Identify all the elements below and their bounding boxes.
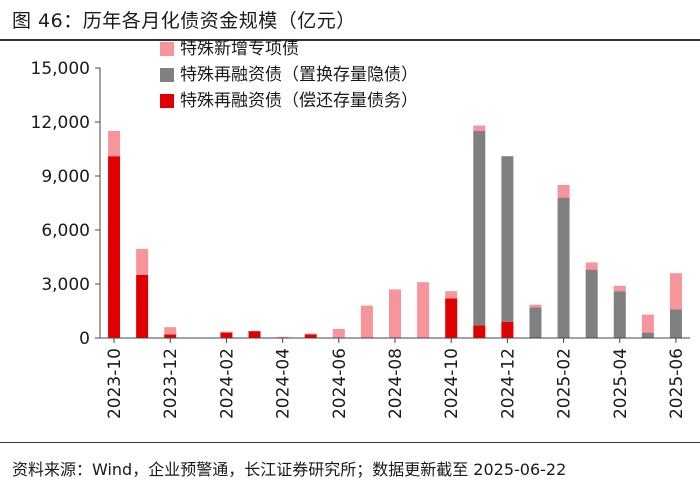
bar-segment <box>304 334 317 338</box>
bar-segment <box>557 197 570 338</box>
bar-segment <box>108 131 121 157</box>
legend-swatch <box>160 68 174 82</box>
bar-segment <box>529 307 542 338</box>
y-tick-label: 3,000 <box>41 275 90 295</box>
bar-segment <box>473 125 486 131</box>
bar-segment <box>585 262 598 270</box>
bar-segment <box>641 314 654 333</box>
legend-swatch <box>160 42 174 56</box>
legend-label: 特殊再融资债（偿还存量债务） <box>180 91 418 111</box>
bar-segment <box>136 248 149 275</box>
bar-segment <box>164 327 177 335</box>
bar-segment <box>473 325 486 338</box>
y-tick-label: 15,000 <box>31 59 90 79</box>
bar-segment <box>445 291 458 299</box>
legend-swatch <box>160 94 174 108</box>
bar-segment <box>220 332 233 338</box>
x-tick-label: 2025-04 <box>611 348 631 419</box>
source-rule <box>0 442 700 443</box>
bar-segment <box>641 332 654 338</box>
bar-segment <box>445 298 458 338</box>
bar-segment <box>136 275 149 338</box>
bar-segment <box>529 304 542 308</box>
title-rule <box>0 39 700 41</box>
y-tick-label: 0 <box>79 329 90 349</box>
legend-label: 特殊新增专项债 <box>180 39 299 59</box>
bar-segment <box>248 331 261 338</box>
y-axis: 0 3,000 6,000 9,000 12,000 15,000 <box>31 59 101 349</box>
bar-segment <box>276 336 289 338</box>
x-tick-label: 2024-02 <box>217 348 237 419</box>
x-tick-label: 2023-12 <box>161 348 181 419</box>
bar-segment <box>220 331 233 333</box>
bar-segment <box>164 334 177 338</box>
legend-label: 特殊再融资债（置换存量隐债） <box>180 65 418 85</box>
bar-segment <box>332 329 345 338</box>
y-tick-label: 12,000 <box>31 113 90 133</box>
bar-segment <box>557 185 570 198</box>
bar-segment <box>108 156 121 338</box>
bar-segment <box>360 305 373 338</box>
bar-segment <box>613 291 626 338</box>
bar-segment <box>417 282 430 338</box>
bar-segment <box>501 156 514 322</box>
source-note: 资料来源：Wind，企业预警通，长江证券研究所；数据更新截至 2025-06-2… <box>12 460 567 479</box>
bar-segment <box>304 333 317 335</box>
x-tick-label: 2024-10 <box>442 348 462 419</box>
x-tick-label: 2024-08 <box>386 348 406 419</box>
bar-segment <box>389 289 401 338</box>
x-tick-label: 2024-04 <box>274 348 294 419</box>
bar-segment <box>585 269 598 338</box>
x-tick-label: 2025-06 <box>667 348 687 419</box>
x-tick-label: 2024-12 <box>498 348 518 419</box>
y-tick-label: 6,000 <box>41 221 90 241</box>
figure-title: 图 46：历年各月化债资金规模（亿元） <box>12 10 356 32</box>
bars-layer <box>108 125 682 338</box>
x-tick-label: 2023-10 <box>105 348 125 419</box>
y-tick-label: 9,000 <box>41 167 90 187</box>
bar-segment <box>501 321 514 338</box>
bar-segment <box>669 309 682 338</box>
bar-segment <box>669 273 682 310</box>
bar-segment <box>473 131 486 326</box>
x-tick-label: 2024-06 <box>330 348 350 419</box>
x-axis: 2023-10 2023-12 2024-02 2024-04 2024-06 2024-… <box>100 337 690 419</box>
x-tick-label: 2025-02 <box>555 348 575 419</box>
bar-segment <box>613 285 626 292</box>
